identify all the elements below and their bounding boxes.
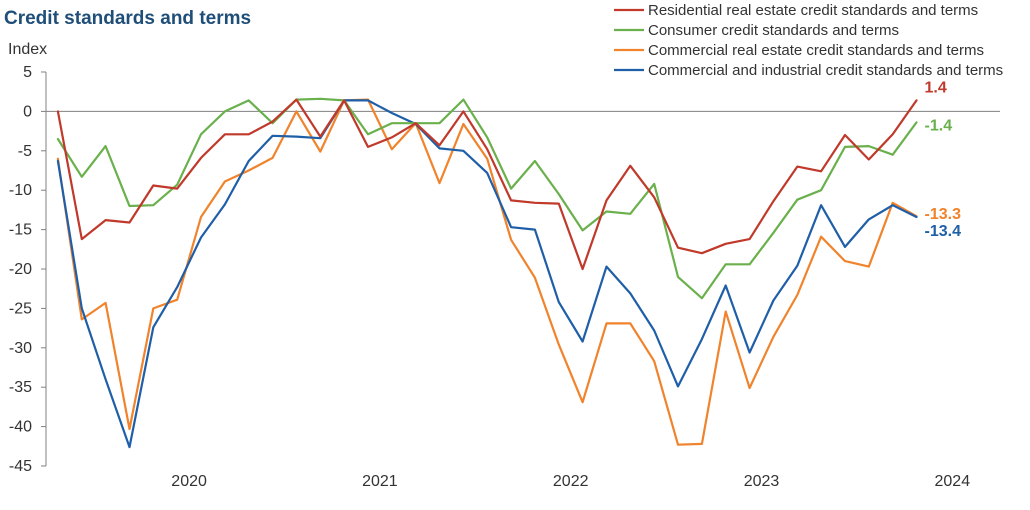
x-tick-label: 2022 xyxy=(553,473,589,490)
end-value-label: -13.4 xyxy=(925,223,962,240)
y-tick-label: -15 xyxy=(9,222,32,239)
y-tick-label: -5 xyxy=(18,143,32,160)
y-tick-label: -35 xyxy=(9,379,32,396)
legend-entry: Commercial and industrial credit standar… xyxy=(648,62,1003,79)
series-layer xyxy=(56,97,918,449)
end-labels: 1.4 -1.4 -13.3-13.4 xyxy=(925,79,962,240)
y-tick-label: -45 xyxy=(9,458,32,475)
legend: Residential real estate credit standards… xyxy=(614,2,1003,79)
x-tick-label: 2024 xyxy=(935,473,971,490)
chart-title: Credit standards and terms xyxy=(4,8,251,29)
end-value-label: 1.4 xyxy=(925,79,947,96)
y-tick-label: -25 xyxy=(9,300,32,317)
series-line-3 xyxy=(56,98,918,446)
axes: 5 0 -5 -10 -15 -20 -25 -30 -35 -40 -45 2020 2021 2022… xyxy=(9,64,1000,490)
series-line-1 xyxy=(56,98,918,271)
x-tick-label: 2020 xyxy=(171,473,207,490)
y-tick-label: -10 xyxy=(9,182,32,199)
y-tick-label: -40 xyxy=(9,419,32,436)
series-line-2 xyxy=(56,97,918,300)
end-value-label: -1.4 xyxy=(925,117,953,134)
end-value-label: -13.3 xyxy=(925,206,962,223)
y-axis-label: Index xyxy=(8,41,47,58)
series-line-4 xyxy=(56,99,918,449)
y-tick-label: -30 xyxy=(9,340,32,357)
legend-entry: Consumer credit standards and terms xyxy=(648,22,899,39)
y-tick-label: 0 xyxy=(23,103,32,120)
y-tick-label: -20 xyxy=(9,261,32,278)
y-tick-label: 5 xyxy=(23,64,32,81)
x-tick-label: 2021 xyxy=(362,473,398,490)
legend-entry: Residential real estate credit standards… xyxy=(648,2,978,19)
x-tick-label: 2023 xyxy=(744,473,780,490)
legend-entry: Commercial real estate credit standards … xyxy=(648,42,984,59)
